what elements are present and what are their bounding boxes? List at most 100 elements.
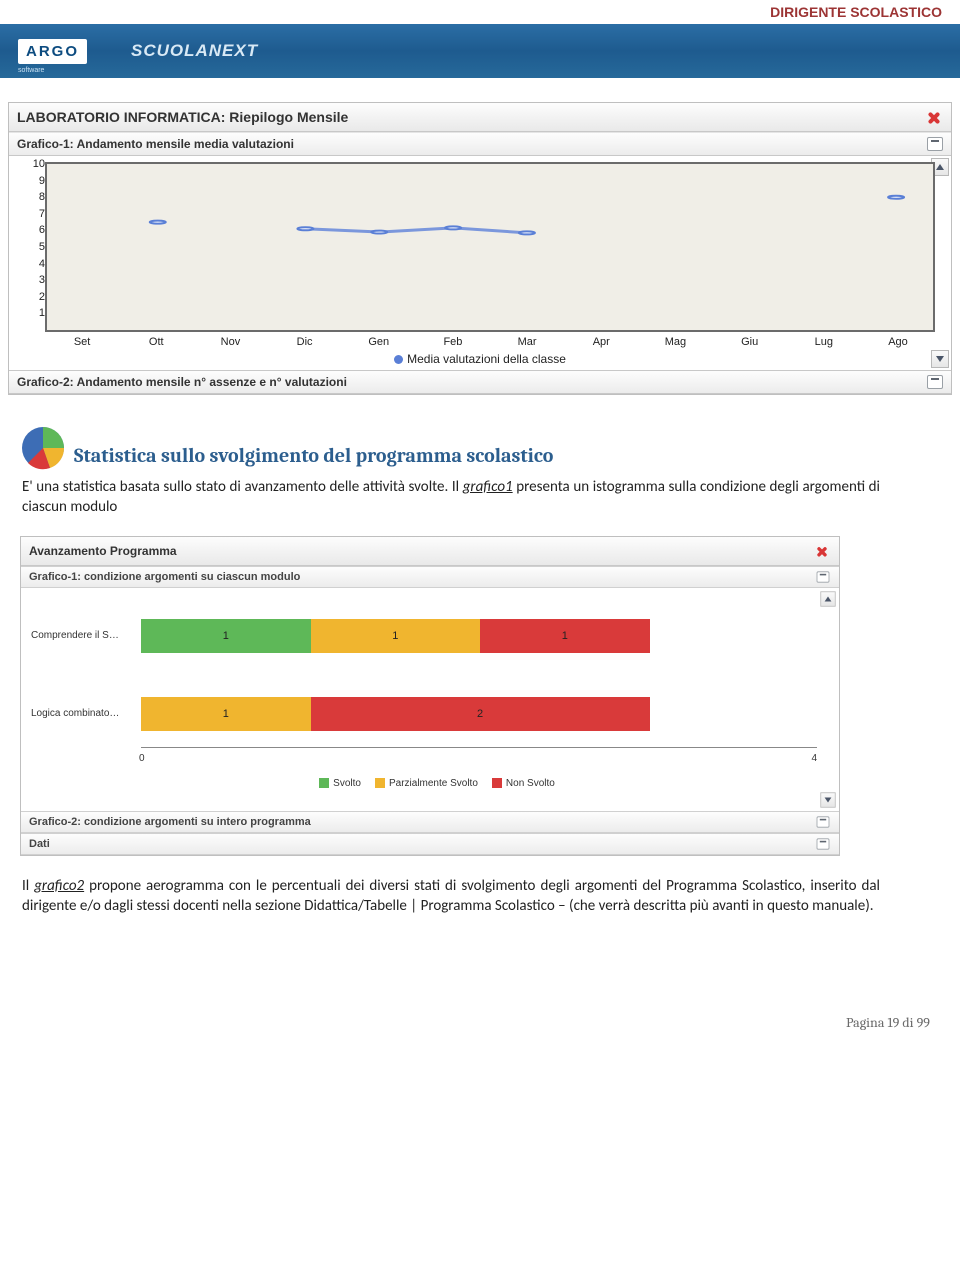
bar-segment-value: 1 xyxy=(562,630,568,642)
window-riepilogo: LABORATORIO INFORMATICA: Riepilogo Mensi… xyxy=(8,102,952,395)
collapse-icon[interactable] xyxy=(817,571,830,582)
chart2-xtick-0: 0 xyxy=(139,753,145,764)
bar-segment: 1 xyxy=(311,619,481,653)
argo-logo-text: ARGO xyxy=(26,43,79,60)
bar-row: Comprendere il S… 1 1 1 xyxy=(31,616,819,656)
chart1-y-axis: 12345678910 xyxy=(21,164,45,330)
chart1-legend: Media valutazioni della classe xyxy=(15,348,945,368)
bar-segment-value: 2 xyxy=(477,708,483,720)
doc-header: DIRIGENTE SCOLASTICO xyxy=(0,0,960,24)
legend-label: Parzialmente Svolto xyxy=(389,778,478,789)
footer-num: 19 xyxy=(888,1014,900,1031)
product-logo: SCUOLANEXT xyxy=(131,41,258,61)
x-tick-label: Mag xyxy=(638,332,712,348)
w2-panel1-title: Grafico-1: condizione argomenti su ciasc… xyxy=(29,571,300,583)
panel1-title: Grafico-1: Andamento mensile media valut… xyxy=(17,137,294,151)
close-icon[interactable] xyxy=(814,543,829,558)
close-icon[interactable] xyxy=(925,108,943,126)
window-title-bar: LABORATORIO INFORMATICA: Riepilogo Mensi… xyxy=(9,103,951,132)
w2-panel2-title: Grafico-2: condizione argomenti su inter… xyxy=(29,816,311,828)
footer-tot: 99 xyxy=(917,1014,930,1031)
paragraph-2: Il grafico2 propone aerogramma con le pe… xyxy=(0,874,960,935)
x-tick-label: Set xyxy=(45,332,119,348)
y-tick-label: 2 xyxy=(21,291,45,303)
chart2-xtick-1: 4 xyxy=(811,753,817,764)
page-footer: Pagina 19 di 99 xyxy=(0,934,960,1047)
section-heading-row: Statistica sullo svolgimento del program… xyxy=(0,413,960,475)
window2-title-bar: Avanzamento Programma xyxy=(21,537,839,566)
legend-label: Svolto xyxy=(333,778,361,789)
window-title: LABORATORIO INFORMATICA: Riepilogo Mensi… xyxy=(17,109,348,125)
bar-segment: 1 xyxy=(141,697,311,731)
y-tick-label: 4 xyxy=(21,258,45,270)
chart2-area: Comprendere il S…111Logica combinato…12 … xyxy=(21,588,839,776)
expand-icon[interactable] xyxy=(817,838,830,849)
window-avanzamento: Avanzamento Programma Grafico-1: condizi… xyxy=(20,536,840,856)
x-tick-label: Ago xyxy=(861,332,935,348)
p2a: Il xyxy=(22,877,34,895)
bar-track: 1 1 1 xyxy=(141,619,819,653)
chart2-x-axis-line xyxy=(141,747,817,748)
legend-swatch-icon xyxy=(319,778,329,788)
p1a: E' una statistica basata sullo stato di … xyxy=(22,478,463,496)
w2-panel1-header: Grafico-1: condizione argomenti su ciasc… xyxy=(21,566,839,588)
x-tick-label: Apr xyxy=(564,332,638,348)
bar-row: Logica combinato…12 xyxy=(31,694,819,734)
y-tick-label: 5 xyxy=(21,241,45,253)
y-tick-label: 6 xyxy=(21,224,45,236)
p2-em: grafico2 xyxy=(34,877,84,895)
scroll-down-icon[interactable] xyxy=(820,792,835,807)
footer-di: di xyxy=(899,1014,916,1031)
window2-title: Avanzamento Programma xyxy=(29,544,177,558)
footer-pagina: Pagina xyxy=(846,1014,888,1031)
bar-track: 12 xyxy=(141,697,819,731)
legend-label: Non Svolto xyxy=(506,778,555,789)
panel2-header: Grafico-2: Andamento mensile n° assenze … xyxy=(9,370,951,394)
y-tick-label: 9 xyxy=(21,175,45,187)
x-tick-label: Nov xyxy=(193,332,267,348)
panel1-header: Grafico-1: Andamento mensile media valut… xyxy=(9,132,951,156)
bar-category-label: Logica combinato… xyxy=(31,708,141,719)
legend-dot-icon xyxy=(394,355,403,364)
bar-segment: 1 xyxy=(141,619,311,653)
chart1-legend-text: Media valutazioni della classe xyxy=(407,352,566,366)
chart1-plot: 12345678910 xyxy=(45,162,935,332)
scroll-down-icon[interactable] xyxy=(931,350,949,368)
x-tick-label: Ott xyxy=(119,332,193,348)
w2-dati-header: Dati xyxy=(21,833,839,855)
bar-category-label: Comprendere il S… xyxy=(31,630,141,641)
bar-segment-value: 1 xyxy=(392,630,398,642)
brand-banner: ARGO software SCUOLANEXT xyxy=(0,24,960,78)
legend-swatch-icon xyxy=(492,778,502,788)
chart2-rows: Comprendere il S…111Logica combinato…12 xyxy=(31,616,819,734)
chart1-svg xyxy=(47,164,933,330)
argo-logo: ARGO software xyxy=(18,39,87,64)
section-title: Statistica sullo svolgimento del program… xyxy=(74,444,553,471)
chart2-legend: Svolto Parzialmente Svolto Non Svolto xyxy=(21,776,839,793)
page-content: LABORATORIO INFORMATICA: Riepilogo Mensi… xyxy=(0,78,960,934)
collapse-icon[interactable] xyxy=(927,137,943,151)
x-tick-label: Giu xyxy=(713,332,787,348)
y-tick-label: 3 xyxy=(21,274,45,286)
x-tick-label: Feb xyxy=(416,332,490,348)
x-tick-label: Gen xyxy=(342,332,416,348)
p2b: propone aerogramma con le percentuali de… xyxy=(22,877,880,915)
bar-segment: 2 xyxy=(311,697,650,731)
legend-swatch-icon xyxy=(375,778,385,788)
y-tick-label: 1 xyxy=(21,307,45,319)
expand-icon[interactable] xyxy=(817,816,830,827)
y-tick-label: 7 xyxy=(21,208,45,220)
x-tick-label: Lug xyxy=(787,332,861,348)
scroll-up-icon[interactable] xyxy=(820,591,835,606)
w2-panel2-header: Grafico-2: condizione argomenti su inter… xyxy=(21,811,839,833)
x-tick-label: Dic xyxy=(268,332,342,348)
p1-em: grafico1 xyxy=(463,478,513,496)
y-tick-label: 10 xyxy=(21,158,45,170)
pie-chart-icon xyxy=(20,425,66,471)
y-tick-label: 8 xyxy=(21,191,45,203)
expand-icon[interactable] xyxy=(927,375,943,389)
w2-dati-title: Dati xyxy=(29,838,50,850)
panel2-title: Grafico-2: Andamento mensile n° assenze … xyxy=(17,375,347,389)
bar-segment-value: 1 xyxy=(223,630,229,642)
paragraph-1: E' una statistica basata sullo stato di … xyxy=(0,475,960,536)
